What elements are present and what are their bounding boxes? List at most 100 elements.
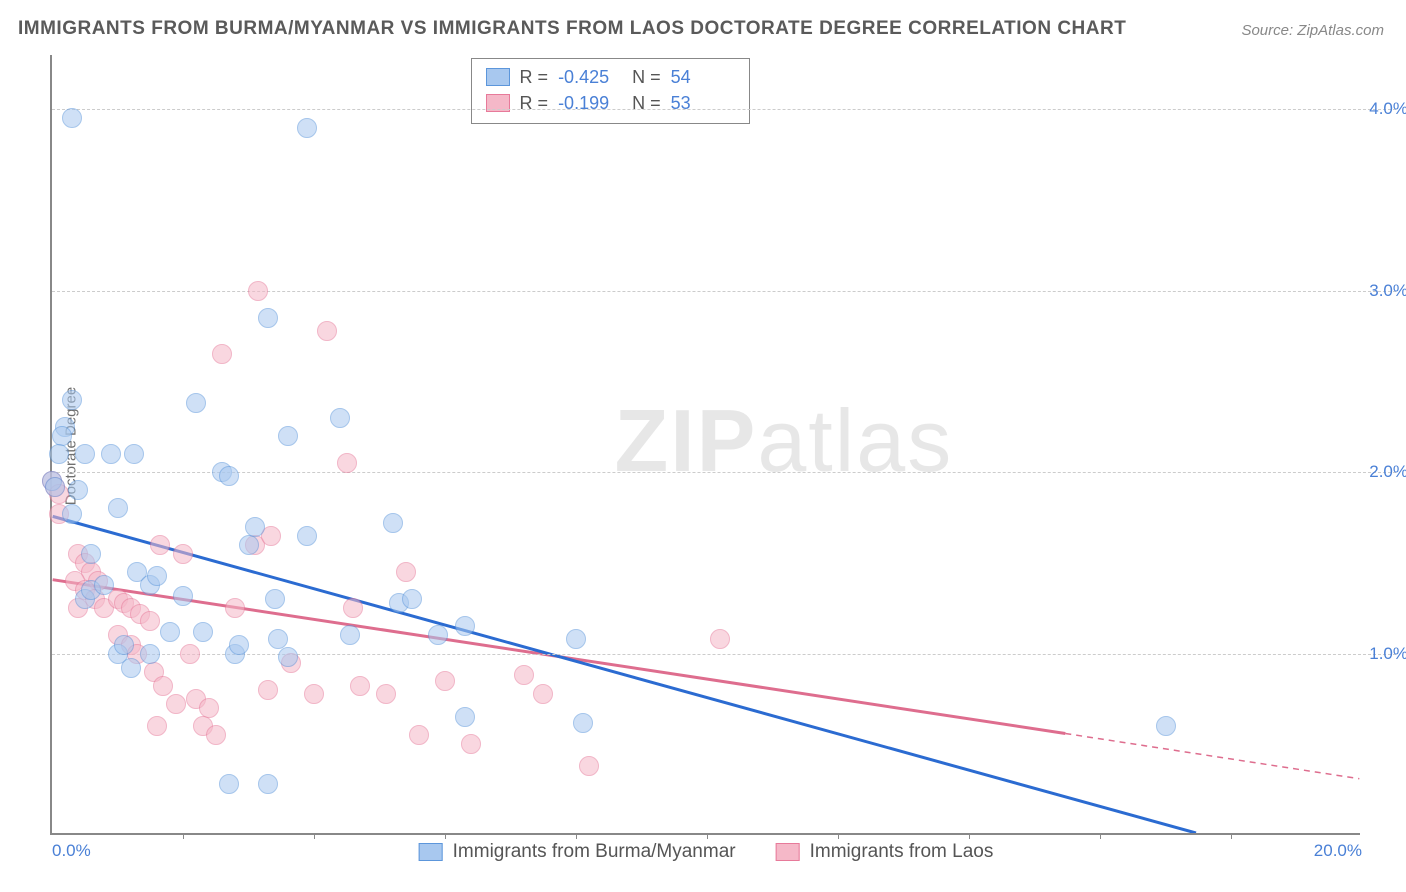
scatter-point-burma [62,108,82,128]
scatter-point-burma [265,589,285,609]
scatter-point-burma [140,644,160,664]
gridline [52,654,1396,655]
scatter-point-burma [108,498,128,518]
gridline [52,109,1396,110]
x-tick-label: 0.0% [52,841,91,861]
stat-r-laos: -0.199 [558,90,622,116]
legend-swatch-burma [419,843,443,861]
x-tick [1100,833,1101,839]
scatter-point-burma [62,504,82,524]
scatter-point-laos [579,756,599,776]
y-tick-label: 4.0% [1369,99,1406,119]
scatter-point-burma [573,713,593,733]
x-tick [183,833,184,839]
scatter-point-burma [229,635,249,655]
scatter-point-burma [49,444,69,464]
scatter-point-laos [317,321,337,341]
scatter-point-burma [455,616,475,636]
legend-swatch-laos [776,843,800,861]
stats-box: R = -0.425 N = 54 R = -0.199 N = 53 [471,58,750,124]
scatter-point-burma [383,513,403,533]
scatter-point-laos [376,684,396,704]
scatter-point-burma [219,466,239,486]
scatter-point-burma [124,444,144,464]
scatter-point-laos [153,676,173,696]
scatter-point-burma [278,426,298,446]
scatter-point-laos [199,698,219,718]
legend-label-burma: Immigrants from Burma/Myanmar [453,841,736,863]
scatter-point-burma [193,622,213,642]
x-tick [445,833,446,839]
scatter-point-burma [62,390,82,410]
scatter-point-laos [140,611,160,631]
scatter-point-laos [304,684,324,704]
scatter-point-burma [147,566,167,586]
scatter-point-laos [248,281,268,301]
scatter-point-burma [52,426,72,446]
swatch-burma [486,68,510,86]
scatter-point-burma [258,308,278,328]
scatter-point-burma [239,535,259,555]
x-tick [1231,833,1232,839]
bottom-legend: Immigrants from Burma/Myanmar Immigrants… [419,841,994,863]
watermark: ZIPatlas [614,390,953,492]
stat-r-burma: -0.425 [558,64,622,90]
scatter-point-burma [114,635,134,655]
scatter-point-laos [533,684,553,704]
stats-row-burma: R = -0.425 N = 54 [486,64,735,90]
scatter-point-laos [710,629,730,649]
scatter-point-laos [212,344,232,364]
plot-area: ZIPatlas R = -0.425 N = 54 R = -0.199 N … [50,55,1360,835]
scatter-point-burma [428,625,448,645]
stats-row-laos: R = -0.199 N = 53 [486,90,735,116]
scatter-point-burma [268,629,288,649]
legend-label-laos: Immigrants from Laos [810,841,994,863]
scatter-point-laos [343,598,363,618]
scatter-point-laos [396,562,416,582]
scatter-point-burma [455,707,475,727]
gridline [52,472,1396,473]
scatter-point-burma [258,774,278,794]
legend-item-burma: Immigrants from Burma/Myanmar [419,841,736,863]
scatter-point-burma [68,480,88,500]
x-tick [838,833,839,839]
scatter-point-laos [147,716,167,736]
x-tick [707,833,708,839]
scatter-point-burma [121,658,141,678]
scatter-point-laos [514,665,534,685]
watermark-light: atlas [757,391,953,490]
x-tick [314,833,315,839]
chart-title: IMMIGRANTS FROM BURMA/MYANMAR VS IMMIGRA… [18,18,1126,40]
scatter-point-laos [225,598,245,618]
scatter-point-burma [75,444,95,464]
stat-n-label2: N = [632,90,661,116]
scatter-point-burma [245,517,265,537]
scatter-point-laos [173,544,193,564]
scatter-point-burma [566,629,586,649]
scatter-point-laos [150,535,170,555]
x-tick-label: 20.0% [1314,841,1362,861]
scatter-point-burma [160,622,180,642]
scatter-point-laos [461,734,481,754]
scatter-point-burma [94,575,114,595]
y-tick-label: 3.0% [1369,281,1406,301]
scatter-point-burma [297,526,317,546]
scatter-point-laos [337,453,357,473]
scatter-point-burma [297,118,317,138]
trend-line [1065,733,1359,778]
scatter-point-laos [435,671,455,691]
watermark-bold: ZIP [614,391,757,490]
legend-item-laos: Immigrants from Laos [776,841,994,863]
scatter-point-laos [258,680,278,700]
scatter-point-burma [186,393,206,413]
scatter-point-burma [173,586,193,606]
stat-r-label: R = [520,64,549,90]
scatter-point-laos [409,725,429,745]
scatter-point-laos [166,694,186,714]
scatter-point-burma [330,408,350,428]
scatter-point-laos [180,644,200,664]
y-tick-label: 2.0% [1369,462,1406,482]
stat-n-label: N = [632,64,661,90]
scatter-point-burma [81,544,101,564]
scatter-point-burma [340,625,360,645]
